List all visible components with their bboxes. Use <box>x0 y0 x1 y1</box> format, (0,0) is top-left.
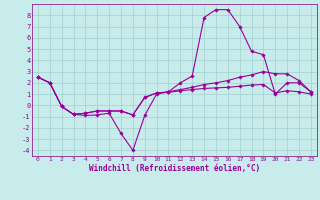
X-axis label: Windchill (Refroidissement éolien,°C): Windchill (Refroidissement éolien,°C) <box>89 164 260 173</box>
